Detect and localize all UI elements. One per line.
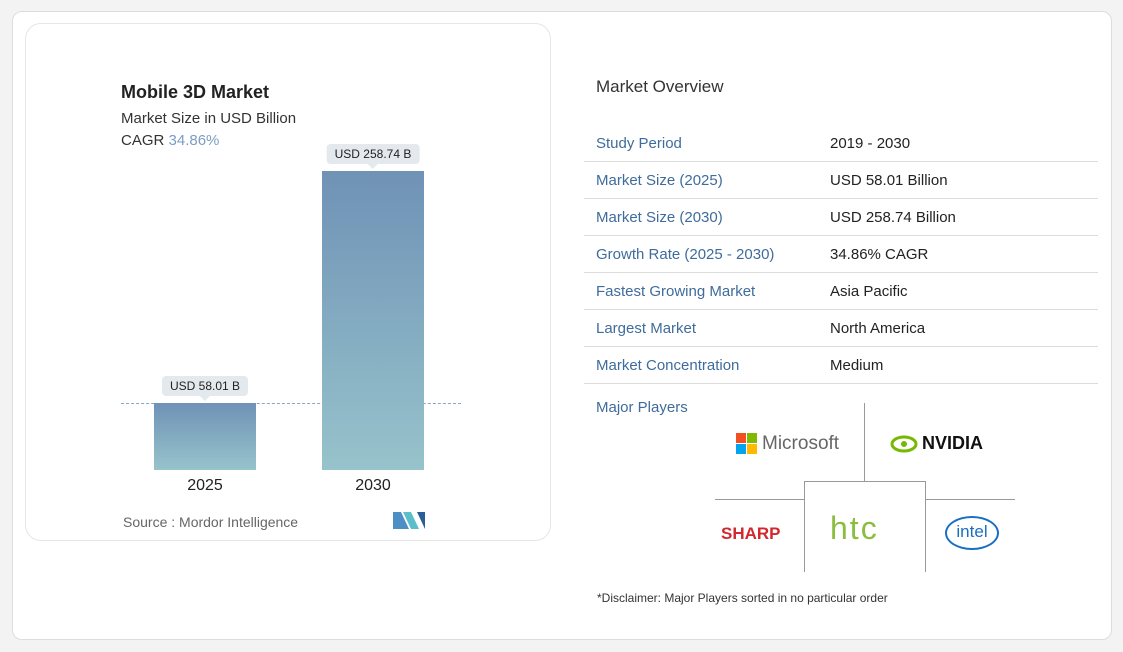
divider [715, 499, 804, 500]
disclaimer: *Disclaimer: Major Players sorted in no … [597, 591, 888, 605]
row-key: Study Period [584, 125, 818, 162]
reference-line [121, 403, 461, 404]
x-tick-label: 2025 [187, 477, 223, 494]
overview-row: Market Size (2030) USD 258.74 Billion [584, 198, 1098, 236]
row-key: Market Size (2025) [584, 161, 818, 199]
row-value: Asia Pacific [818, 272, 1098, 310]
cagr-label: CAGR [121, 132, 165, 149]
row-value: 2019 - 2030 [818, 125, 1098, 162]
overview-row: Market Concentration Medium [584, 346, 1098, 384]
overview-row: Growth Rate (2025 - 2030) 34.86% CAGR [584, 235, 1098, 273]
row-value: USD 258.74 Billion [818, 198, 1098, 236]
divider [925, 499, 1015, 500]
cagr-value: 34.86% [168, 132, 220, 149]
overview-row: Fastest Growing Market Asia Pacific [584, 272, 1098, 310]
divider [864, 403, 865, 481]
row-key: Fastest Growing Market [584, 272, 818, 310]
row-key: Market Concentration [584, 346, 818, 384]
mordor-logo-icon [393, 512, 425, 529]
x-tick-label: 2030 [355, 477, 391, 494]
overview-row: Largest Market North America [584, 309, 1098, 347]
bar-2025 [154, 402, 256, 470]
microsoft-icon [736, 433, 757, 454]
row-key: Largest Market [584, 309, 818, 347]
row-value: USD 58.01 Billion [818, 161, 1098, 199]
nvidia-eye-icon [890, 435, 918, 452]
row-value: North America [818, 309, 1098, 347]
logo-microsoft: Microsoft [736, 433, 839, 455]
logo-intel: intel [945, 516, 999, 550]
chart-subtitle: Market Size in USD Billion [121, 110, 297, 127]
center-box [804, 481, 926, 572]
bar-2030 [322, 171, 424, 470]
overview-table: Study Period 2019 - 2030 Market Size (2025… [584, 125, 1098, 384]
overview-title: Market Overview [596, 77, 724, 96]
data-label: USD 58.01 B [161, 375, 249, 401]
chart-cagr: CAGR 34.86% [121, 132, 219, 149]
logo-htc: htc [830, 510, 879, 546]
logo-nvidia: NVIDIA [890, 433, 983, 454]
chart-title: Mobile 3D Market [121, 82, 270, 102]
row-key: Market Size (2030) [584, 198, 818, 236]
data-label: USD 258.74 B [326, 144, 420, 169]
chart-card [25, 23, 551, 541]
row-value: 34.86% CAGR [818, 235, 1098, 273]
overview-row: Market Size (2025) USD 58.01 Billion [584, 161, 1098, 199]
row-key: Growth Rate (2025 - 2030) [584, 235, 818, 273]
logo-sharp: SHARP [721, 524, 781, 543]
source-note: Source : Mordor Intelligence [123, 514, 299, 530]
overview-row: Study Period 2019 - 2030 [584, 125, 1098, 162]
row-value: Medium [818, 346, 1098, 384]
major-players-label: Major Players [596, 399, 688, 416]
